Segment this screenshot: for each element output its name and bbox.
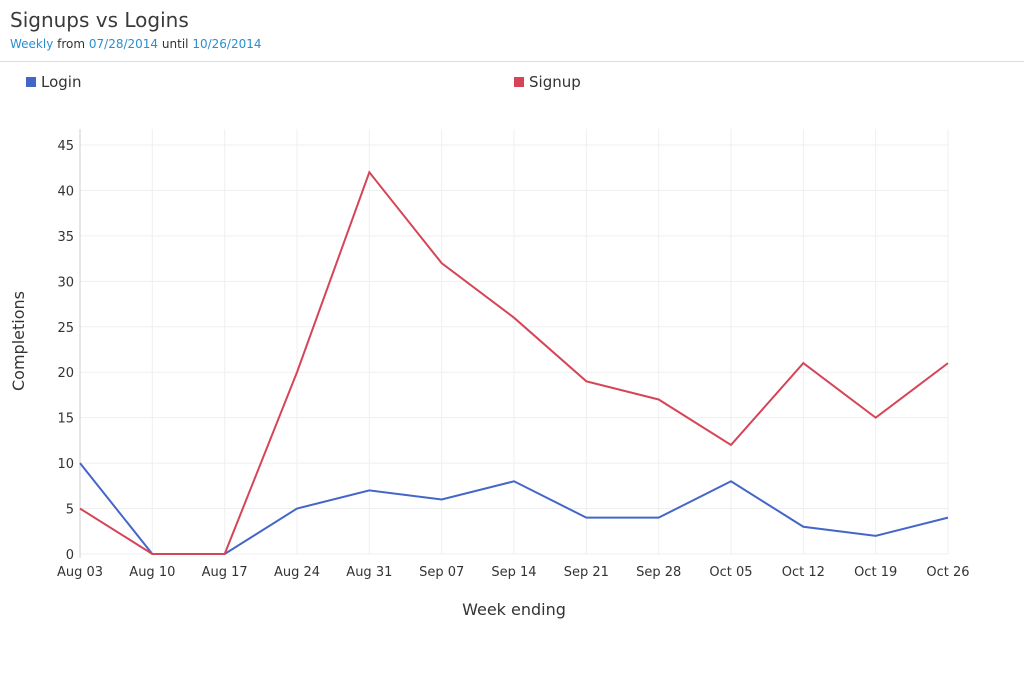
y-axis-label: Completions — [9, 291, 28, 391]
x-tick-label: Sep 21 — [564, 565, 609, 580]
y-tick-label: 5 — [66, 503, 74, 518]
x-tick-label: Aug 24 — [274, 565, 320, 580]
chart-series — [79, 170, 949, 555]
x-tick-label: Sep 28 — [636, 565, 681, 580]
from-label: from — [57, 37, 86, 51]
report-header: Signups vs Logins Weekly from 07/28/2014… — [0, 0, 1024, 62]
y-tick-label: 45 — [57, 139, 74, 154]
x-tick-label: Oct 12 — [782, 565, 825, 580]
chart-axes: 0 5 10 15 20 25 30 35 40 45 Aug 03 Aug 10 Aug 17 Aug … — [57, 129, 970, 580]
page-title: Signups vs Logins — [10, 8, 189, 32]
legend-label: Signup — [529, 73, 581, 91]
y-tick-label: 20 — [57, 366, 74, 381]
y-tick-label: 35 — [57, 230, 74, 245]
legend-swatch-icon — [514, 77, 524, 87]
report-subtitle: Weekly from 07/28/2014 until 10/26/2014 — [10, 37, 262, 51]
legend-item-login[interactable]: Login — [26, 73, 81, 91]
x-tick-label: Sep 14 — [491, 565, 536, 580]
y-tick-label: 40 — [57, 184, 74, 199]
x-tick-label: Oct 19 — [854, 565, 897, 580]
x-tick-label: Aug 17 — [202, 565, 248, 580]
x-tick-label: Aug 31 — [346, 565, 392, 580]
x-tick-label: Sep 07 — [419, 565, 464, 580]
legend-swatch-icon — [26, 77, 36, 87]
x-tick-label: Oct 26 — [926, 565, 969, 580]
until-date-link[interactable]: 10/26/2014 — [192, 37, 262, 51]
until-label: until — [161, 37, 189, 51]
x-axis-label: Week ending — [462, 600, 566, 619]
y-tick-label: 10 — [57, 457, 74, 472]
y-tick-label: 15 — [57, 412, 74, 427]
x-tick-label: Aug 03 — [57, 565, 103, 580]
y-tick-label: 25 — [57, 321, 74, 336]
interval-link[interactable]: Weekly — [10, 37, 54, 51]
chart-grid — [80, 129, 949, 555]
from-date-link[interactable]: 07/28/2014 — [88, 37, 159, 51]
legend-label: Login — [41, 73, 82, 91]
series-line-signup[interactable] — [79, 170, 949, 555]
y-tick-label: 0 — [66, 548, 74, 563]
y-tick-label: 30 — [57, 275, 74, 290]
x-tick-label: Aug 10 — [129, 565, 175, 580]
x-tick-label: Oct 05 — [709, 565, 752, 580]
legend-item-signup[interactable]: Signup — [514, 73, 581, 91]
